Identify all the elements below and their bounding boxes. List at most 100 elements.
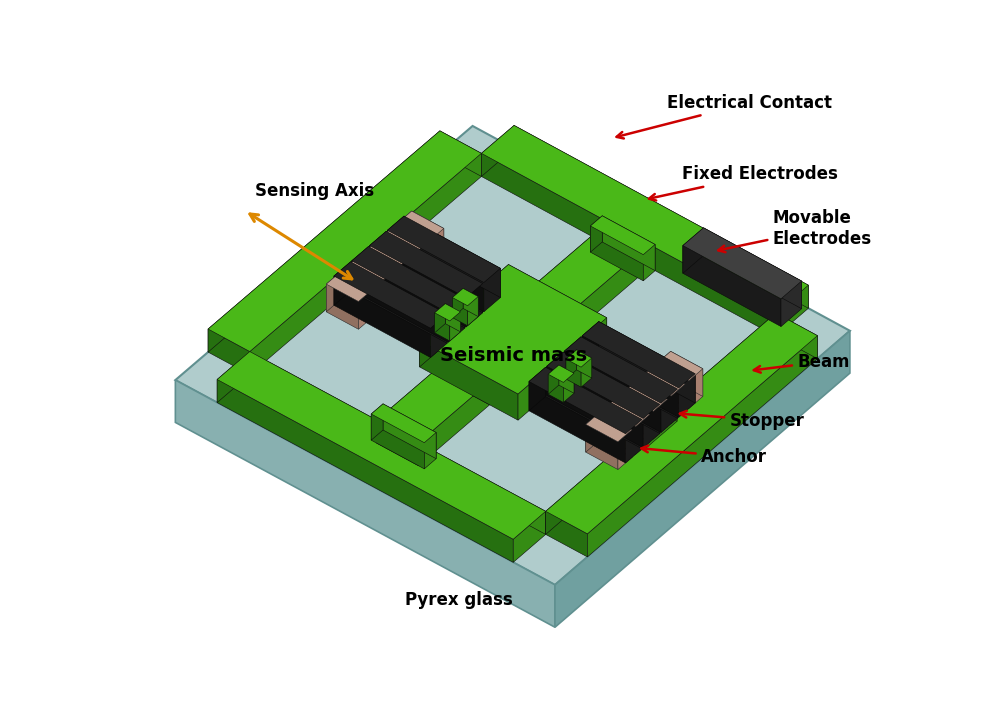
Polygon shape [393,226,426,271]
Polygon shape [547,345,677,426]
Text: Pyrex glass: Pyrex glass [404,591,513,609]
Polygon shape [448,299,464,342]
Polygon shape [579,244,650,329]
Polygon shape [445,304,460,332]
Polygon shape [371,404,383,440]
Polygon shape [537,222,608,306]
Polygon shape [452,289,463,318]
Polygon shape [547,373,645,449]
Polygon shape [463,289,478,316]
Polygon shape [583,336,679,417]
Polygon shape [565,351,661,432]
Polygon shape [404,216,500,298]
Polygon shape [452,298,467,326]
Polygon shape [547,367,644,448]
Polygon shape [577,350,592,378]
Polygon shape [362,253,394,299]
Polygon shape [546,313,818,534]
Polygon shape [549,365,559,395]
Polygon shape [387,231,483,311]
Polygon shape [565,337,678,403]
Polygon shape [603,216,655,271]
Text: Sensing Axis: Sensing Axis [254,182,373,200]
Polygon shape [509,264,607,344]
Polygon shape [481,125,809,313]
Polygon shape [334,262,350,305]
Polygon shape [334,276,430,357]
Polygon shape [591,216,603,252]
Polygon shape [583,321,599,365]
Polygon shape [546,367,642,449]
Polygon shape [583,321,696,388]
Polygon shape [447,291,480,343]
Polygon shape [519,318,607,420]
Polygon shape [657,364,689,409]
Polygon shape [529,367,546,411]
Polygon shape [466,284,482,327]
Polygon shape [555,331,850,627]
Polygon shape [622,382,668,411]
Polygon shape [639,379,671,424]
Polygon shape [679,374,696,417]
Polygon shape [368,246,464,328]
Polygon shape [358,289,372,329]
Polygon shape [326,272,340,312]
Polygon shape [529,367,642,434]
Polygon shape [566,350,577,379]
Polygon shape [483,268,500,311]
Polygon shape [386,231,482,313]
Polygon shape [175,126,850,585]
Polygon shape [369,231,386,275]
Polygon shape [644,405,660,448]
Polygon shape [175,380,555,627]
Polygon shape [586,425,618,470]
Polygon shape [448,359,489,405]
Polygon shape [600,412,632,458]
Polygon shape [217,352,250,402]
Polygon shape [349,238,382,289]
Text: Electrical Contact: Electrical Contact [617,94,832,138]
Polygon shape [781,281,802,326]
Polygon shape [537,222,650,306]
Polygon shape [439,131,481,176]
Polygon shape [376,420,418,466]
Polygon shape [653,367,685,412]
Polygon shape [371,404,436,442]
Polygon shape [419,264,607,394]
Polygon shape [362,241,376,281]
Polygon shape [369,246,466,327]
Text: Anchor: Anchor [642,445,768,466]
Polygon shape [586,412,600,452]
Polygon shape [547,352,660,418]
Polygon shape [514,511,546,562]
Polygon shape [434,304,445,333]
Polygon shape [608,222,650,268]
Polygon shape [350,262,447,343]
Polygon shape [371,414,424,469]
Polygon shape [529,382,626,463]
Polygon shape [344,269,376,314]
Polygon shape [394,259,408,299]
Polygon shape [645,398,677,449]
Polygon shape [326,284,358,329]
Polygon shape [564,373,574,402]
Polygon shape [434,304,460,321]
Polygon shape [683,228,704,274]
Text: Beam: Beam [754,352,850,372]
Text: Seismic mass: Seismic mass [439,346,587,365]
Polygon shape [349,238,480,319]
Polygon shape [604,409,636,454]
Polygon shape [671,384,685,424]
Polygon shape [604,397,618,437]
Polygon shape [537,283,579,329]
Polygon shape [424,432,436,469]
Polygon shape [397,211,443,241]
Polygon shape [481,153,776,337]
Polygon shape [566,350,592,367]
Polygon shape [326,272,372,301]
Polygon shape [547,352,564,395]
Polygon shape [481,125,515,176]
Polygon shape [661,389,678,432]
Polygon shape [334,262,447,328]
Polygon shape [430,314,447,357]
